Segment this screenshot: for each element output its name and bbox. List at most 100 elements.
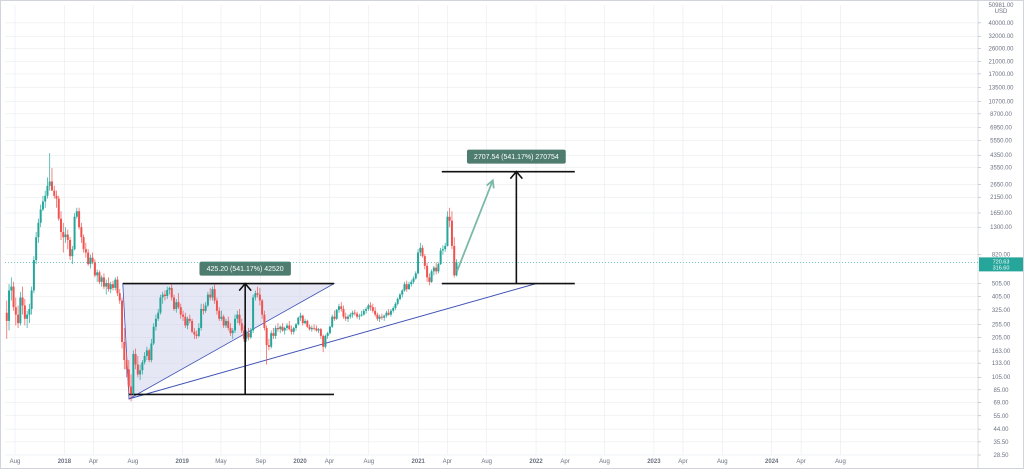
price-tick-label: 4350.00 (990, 153, 1012, 159)
candle (243, 325, 246, 342)
candle (423, 253, 426, 270)
candle (21, 286, 24, 315)
candle-body (274, 327, 277, 336)
candle (107, 277, 110, 292)
candle-body (186, 318, 189, 326)
candle (279, 325, 282, 334)
candle-body (132, 354, 135, 394)
projection-arrow-line[interactable] (456, 180, 494, 272)
candle-body (206, 294, 209, 306)
candle-body (227, 320, 230, 328)
time-axis[interactable]: Aug 2018 Apr Aug 2019 May Sep 2020 Apr Aug 2021 Apr… (10, 459, 846, 465)
candle (392, 306, 395, 313)
candle-body (100, 277, 103, 282)
candle-body (39, 209, 42, 223)
candle-body (211, 289, 214, 298)
candle-body (240, 323, 243, 331)
candle (288, 320, 291, 331)
candle-body (125, 360, 128, 370)
time-axis-label: Aug (10, 459, 21, 465)
measure-arrow-head[interactable] (509, 170, 523, 180)
candle (313, 324, 316, 331)
candle (236, 310, 239, 324)
candle-body (265, 327, 268, 346)
candle-body (315, 328, 318, 331)
candle (245, 330, 248, 342)
measure-arrow-head[interactable] (238, 282, 252, 292)
candle-body (98, 272, 101, 282)
candle (328, 325, 331, 335)
horizontal-levels[interactable] (122, 170, 575, 396)
candle-body (267, 345, 270, 347)
candle-body (342, 308, 345, 317)
candle-body (78, 211, 81, 228)
time-axis-label: 2020 (293, 459, 307, 465)
candle-body (175, 302, 178, 309)
candle (123, 327, 126, 370)
candle-body (367, 305, 370, 309)
candle (71, 245, 74, 265)
candle (337, 303, 340, 313)
candle-body (385, 312, 388, 316)
measure-label-bg[interactable] (199, 261, 291, 276)
candle-body (450, 220, 453, 246)
candle-body (349, 314, 352, 317)
candle (385, 310, 388, 318)
candle-body (64, 234, 67, 238)
candle (227, 316, 230, 331)
candle-body (50, 181, 53, 191)
candle (426, 262, 429, 282)
candle-body (204, 305, 207, 311)
candle-body (387, 312, 390, 315)
candle (369, 302, 372, 311)
last-price-badge[interactable] (979, 257, 1023, 272)
candle-body (111, 284, 114, 288)
candle (412, 276, 415, 285)
projection-arrow-head[interactable] (486, 178, 495, 189)
candle (362, 308, 365, 316)
candle (421, 245, 424, 258)
candle (394, 302, 397, 310)
measure-label[interactable]: 425.20 (541.17%) 42520 (207, 266, 284, 273)
candle-body (213, 289, 216, 301)
candle-body (408, 284, 411, 290)
candle (432, 265, 435, 276)
candle-body (66, 234, 69, 240)
time-axis-label: Aug (127, 459, 138, 465)
candle-body (396, 298, 399, 304)
candle (166, 286, 169, 299)
candle (172, 294, 175, 311)
time-axis-label: Aug (835, 459, 846, 465)
candle (136, 355, 139, 378)
candle-body (292, 327, 295, 332)
candle (37, 218, 40, 243)
candle-body (261, 300, 264, 315)
measure-tools[interactable]: 425.20 (541.17%) 42520 2707.54 (541.17%) … (199, 149, 566, 395)
candle-body (272, 333, 275, 336)
candle (234, 314, 237, 334)
triangle-pattern[interactable] (122, 283, 537, 400)
candle (161, 291, 164, 304)
candle (44, 190, 47, 208)
candle-body (130, 386, 133, 394)
candle (80, 222, 83, 243)
price-tick-label: 26000.00 (988, 47, 1014, 53)
candle (73, 212, 76, 251)
candle-body (177, 302, 180, 308)
candle (304, 318, 307, 325)
ascending-trendline[interactable] (128, 283, 537, 400)
candle (365, 307, 368, 314)
measure-label-bg[interactable] (466, 149, 566, 164)
candle (177, 293, 180, 309)
measure-label[interactable]: 2707.54 (541.17%) 270754 (474, 154, 559, 161)
candle (102, 273, 105, 290)
candle-body (328, 326, 331, 334)
candle (157, 308, 160, 321)
candle (141, 360, 144, 375)
candle (310, 325, 313, 332)
candle-body (297, 317, 300, 325)
candle-body (159, 297, 162, 313)
candle-body (193, 331, 196, 335)
